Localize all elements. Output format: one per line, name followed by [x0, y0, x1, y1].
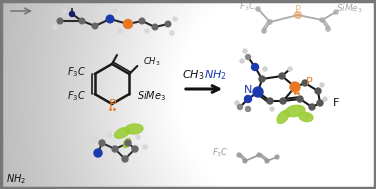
- Text: $F_3C$: $F_3C$: [212, 147, 229, 159]
- Text: $CH_3$: $CH_3$: [182, 68, 204, 82]
- Circle shape: [132, 146, 138, 152]
- Text: F: F: [333, 98, 339, 108]
- Circle shape: [263, 67, 267, 71]
- Text: P: P: [108, 98, 116, 111]
- Circle shape: [253, 87, 263, 97]
- Circle shape: [93, 137, 97, 141]
- Circle shape: [279, 73, 285, 79]
- Circle shape: [123, 19, 132, 29]
- Text: $NH_2$: $NH_2$: [6, 172, 26, 186]
- Ellipse shape: [125, 124, 143, 134]
- Circle shape: [108, 133, 112, 137]
- Text: P: P: [295, 5, 301, 15]
- Circle shape: [243, 49, 247, 53]
- Text: $F_3C$: $F_3C$: [67, 65, 86, 79]
- Circle shape: [53, 25, 57, 29]
- Circle shape: [309, 104, 315, 110]
- Circle shape: [143, 145, 147, 149]
- Circle shape: [238, 105, 243, 109]
- Circle shape: [139, 18, 145, 24]
- Circle shape: [125, 140, 131, 146]
- Circle shape: [317, 100, 323, 106]
- Circle shape: [320, 83, 324, 87]
- Circle shape: [240, 59, 244, 63]
- Circle shape: [297, 96, 303, 102]
- Circle shape: [92, 23, 98, 29]
- Circle shape: [57, 18, 63, 24]
- Text: $SiMe_3$: $SiMe_3$: [337, 3, 364, 15]
- Text: $CH_3$: $CH_3$: [143, 56, 161, 68]
- Circle shape: [252, 64, 259, 70]
- Circle shape: [246, 54, 250, 60]
- Circle shape: [165, 21, 171, 27]
- Circle shape: [106, 15, 114, 23]
- Circle shape: [262, 29, 266, 33]
- Text: $NH_2$: $NH_2$: [204, 68, 227, 82]
- Circle shape: [288, 67, 292, 71]
- Circle shape: [302, 80, 308, 86]
- Text: $F_3C$: $F_3C$: [67, 89, 86, 103]
- Circle shape: [305, 114, 309, 118]
- Circle shape: [257, 153, 261, 157]
- Circle shape: [270, 107, 274, 111]
- Circle shape: [244, 95, 252, 102]
- Ellipse shape: [277, 111, 289, 123]
- Circle shape: [152, 24, 158, 30]
- Circle shape: [326, 27, 330, 31]
- Circle shape: [275, 155, 279, 159]
- Circle shape: [243, 159, 247, 163]
- Circle shape: [237, 153, 241, 157]
- Circle shape: [112, 146, 118, 152]
- Ellipse shape: [115, 128, 129, 138]
- Circle shape: [290, 82, 300, 92]
- Circle shape: [267, 98, 273, 104]
- Circle shape: [145, 29, 149, 33]
- Circle shape: [122, 156, 128, 162]
- Circle shape: [70, 12, 74, 16]
- Circle shape: [256, 7, 260, 11]
- Ellipse shape: [285, 105, 305, 117]
- Circle shape: [334, 10, 338, 14]
- Ellipse shape: [123, 138, 130, 148]
- Ellipse shape: [299, 112, 313, 122]
- Text: $F_3C$: $F_3C$: [239, 1, 257, 13]
- Circle shape: [63, 9, 67, 13]
- Circle shape: [294, 12, 302, 19]
- Circle shape: [265, 159, 269, 163]
- Circle shape: [246, 106, 250, 112]
- Circle shape: [235, 101, 239, 105]
- Circle shape: [315, 88, 321, 94]
- Circle shape: [113, 9, 117, 13]
- Circle shape: [94, 149, 102, 157]
- Circle shape: [118, 29, 122, 33]
- Circle shape: [173, 17, 177, 21]
- Circle shape: [136, 135, 140, 139]
- Circle shape: [79, 18, 85, 24]
- Text: P: P: [306, 77, 312, 87]
- Circle shape: [323, 97, 327, 101]
- Circle shape: [280, 98, 286, 104]
- Circle shape: [320, 18, 324, 22]
- Text: $SiMe_3$: $SiMe_3$: [137, 89, 166, 103]
- Circle shape: [268, 20, 272, 24]
- Circle shape: [259, 76, 265, 82]
- Circle shape: [99, 140, 105, 146]
- Circle shape: [170, 31, 174, 35]
- Text: N: N: [244, 85, 252, 95]
